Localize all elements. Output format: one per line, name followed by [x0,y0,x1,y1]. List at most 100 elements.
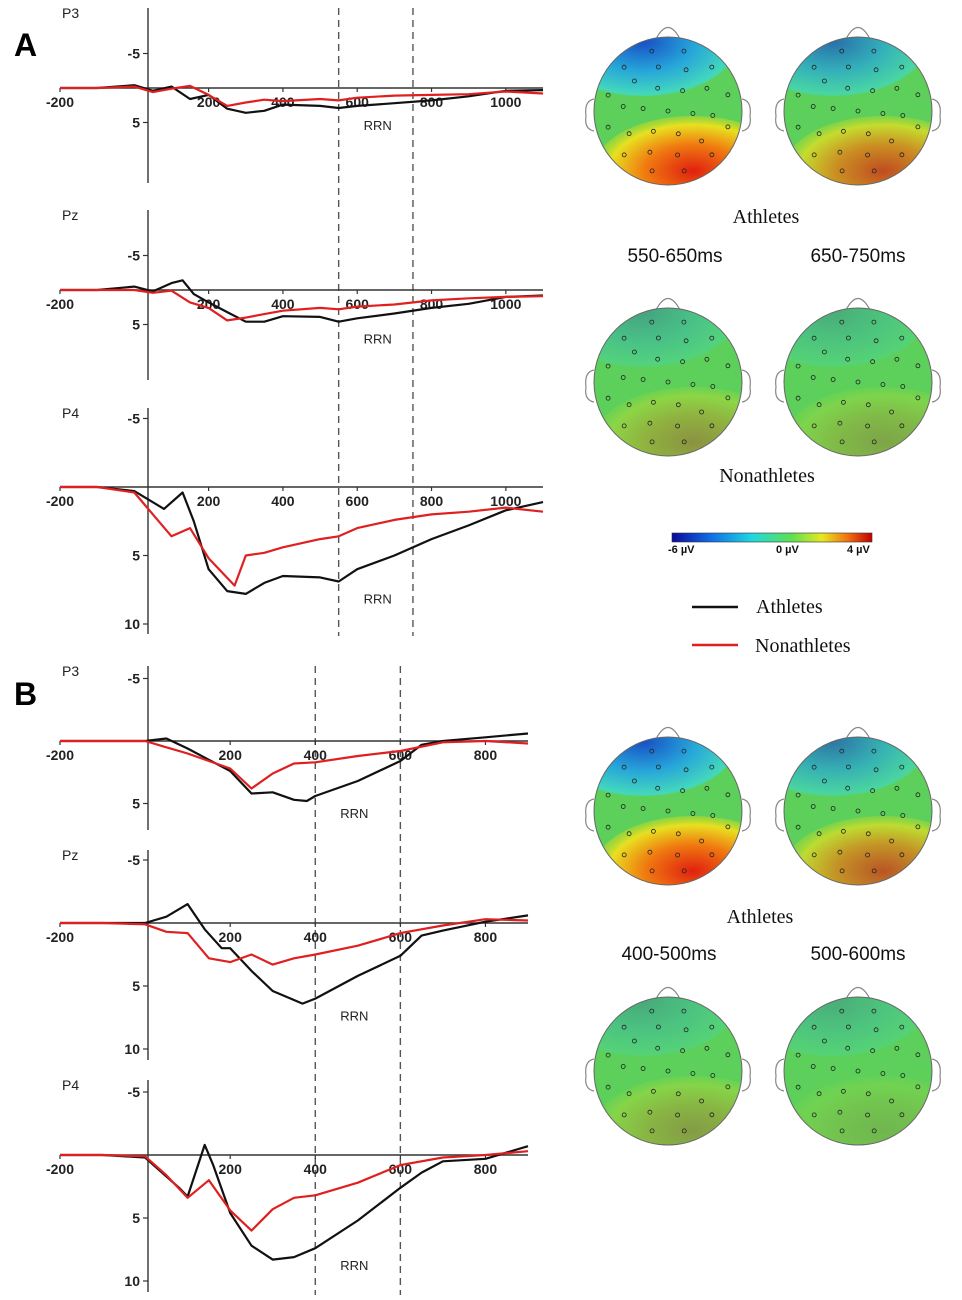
electrode-dot [675,402,681,408]
electrode-dot [795,124,801,130]
topomaps-panel-b [585,726,941,1146]
panel-letter-a: A [14,27,37,63]
x-tick-label: -200 [46,94,74,110]
electrode-dot [725,92,731,98]
electrode-dot [709,1112,715,1118]
electrode-dot [675,152,681,158]
electrode-dot [621,764,627,770]
electrode-dot [811,152,817,158]
electrode-dot [649,748,655,754]
electrode-dot [811,423,817,429]
electrode-dot [632,1038,637,1044]
electrode-dot [710,1073,716,1078]
electrode-dot [845,764,851,770]
electrode-dot [865,852,871,858]
electrode-dot [816,402,822,408]
electrode-dot [822,349,827,355]
electrode-dot [621,335,627,341]
electrode-dot [880,1071,886,1076]
nose-icon [845,26,871,40]
topo-map-athletes-2 [775,26,941,186]
electrode-dot [650,128,656,134]
electrode-dot [795,792,801,798]
erp-plots: P3 -5 5 -200 200 400 600 800 1000 RRN Pz -5 5 -200 200… [46,5,544,1295]
electrode-dot [845,335,851,341]
electrode-dot [632,778,637,784]
electrode-dot [709,764,715,770]
series-line-athletes [60,732,529,803]
channel-label: Pz [62,207,78,223]
electrode-dot [795,363,801,369]
electrode-dot [681,1128,687,1134]
electrode-dot [680,1048,686,1054]
electrode-dot [865,831,871,837]
electrode-dot [704,785,710,791]
electrode-dot [626,402,632,408]
y-tick-label: 10 [124,616,140,632]
series-line-nonathletes [60,1150,529,1232]
electrode-dot [889,138,894,144]
electrode-dot [655,785,661,791]
electrode-dot [681,168,687,174]
electrode-dot [822,1038,827,1044]
electrode-dot [640,806,646,811]
x-tick-label: 200 [197,493,221,509]
electrode-dot [605,395,611,401]
right-ear-icon [741,798,751,832]
electrode-dot [871,748,877,754]
electrode-dot [665,379,671,385]
electrode-dot [915,124,921,130]
electrode-dot [709,1024,715,1030]
positive-region [784,1076,932,1145]
x-tick-label: 400 [271,493,295,509]
electrode-dot [873,338,879,344]
electrode-dot [699,838,704,844]
electrode-dot [865,423,871,429]
electrode-dot [649,439,655,445]
channel-label: P4 [62,405,79,421]
rrn-annotation: RRN [340,1009,368,1024]
electrode-dot [811,335,817,341]
electrode-dot [894,1045,900,1051]
x-tick-label: 400 [304,1161,328,1177]
electrode-dot [710,113,716,118]
electrode-dot [725,792,731,798]
electrode-dot [873,767,879,773]
y-tick-label: 10 [124,1041,140,1057]
electrode-dot [690,1071,696,1076]
electrode-dot [675,1112,681,1118]
x-tick-label: -200 [46,1161,74,1177]
electrode-dot [621,852,627,858]
electrode-dot [680,88,686,94]
electrode-dot [837,149,843,155]
y-tick-label: -5 [128,1084,141,1100]
electrode-dot [840,128,846,134]
electrode-dot [839,748,845,754]
y-tick-label: 5 [132,978,140,994]
electrode-dot [725,1084,731,1090]
electrode-dot [620,375,626,380]
electrode-dot [647,849,653,855]
electrode-dot [811,764,817,770]
electrode-dot [840,828,846,834]
left-ear-icon [585,798,595,832]
electrode-dot [811,64,817,70]
x-tick-label: 800 [474,929,498,945]
nose-icon [845,726,871,740]
electrode-dot [675,423,681,429]
electrode-dot [795,395,801,401]
electrode-dot [900,384,906,389]
electrode-dot [655,764,661,770]
electrode-dot [649,168,655,174]
electrode-dot [889,838,894,844]
group-label-athletes-a: Athletes [733,206,800,228]
electrode-dot [873,1027,879,1033]
electrode-dot [632,349,637,355]
colorbar-min: -6 µV [668,544,695,556]
electrode-dot [899,1112,905,1118]
electrode-dot [647,420,653,426]
topo-map-nonathletes-2 [775,297,941,457]
electrode-dot [704,85,710,91]
electrode-dot [811,1024,817,1030]
